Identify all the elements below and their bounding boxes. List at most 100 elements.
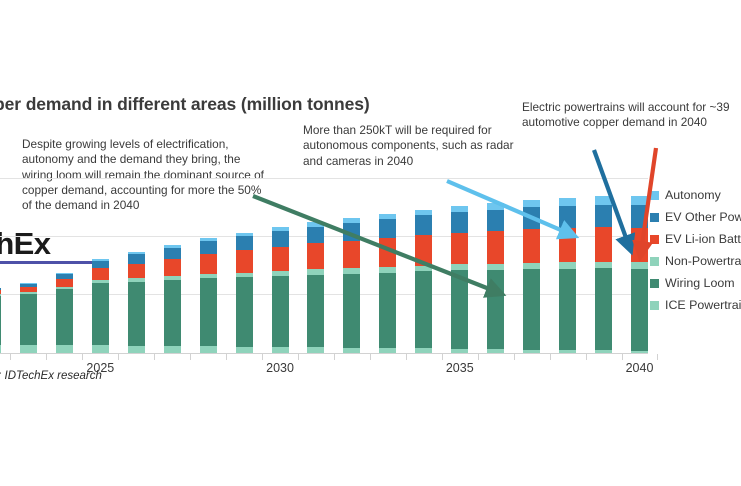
bar-segment — [487, 203, 505, 210]
logo-text: TechEx — [0, 226, 51, 261]
bar-segment — [630, 195, 648, 205]
bar-segment — [163, 247, 181, 259]
bar-segment — [415, 348, 433, 353]
bar-segment — [594, 268, 612, 351]
bar-segment — [415, 235, 433, 266]
legend-swatch-icon — [650, 278, 659, 288]
bar-segment — [0, 293, 1, 296]
bar-segment — [91, 258, 109, 261]
bar-segment — [487, 231, 505, 264]
legend-label: Autonomy — [665, 188, 721, 202]
bar-segment — [630, 262, 648, 270]
legend-item-autonomy[interactable]: Autonomy — [650, 188, 741, 202]
bar-2040 — [630, 195, 648, 353]
annotation-electric-line-1: Electric powertrains will account for ~3… — [522, 100, 730, 114]
bar-segment — [379, 218, 397, 238]
bar-segment — [451, 232, 469, 265]
bar-segment — [307, 347, 325, 353]
chart-legend: Autonomy EV Other Powertrain EV Li-ion Bat… — [650, 188, 741, 312]
bar-segment — [594, 261, 612, 269]
x-tick — [333, 354, 335, 360]
bar-segment — [630, 204, 648, 228]
x-tick — [262, 354, 264, 360]
legend-item-ice-powertrain[interactable]: ICE Powertrain — [650, 298, 741, 312]
bar-segment — [55, 345, 73, 353]
bar-segment — [91, 279, 109, 284]
legend-item-wiring-loom[interactable]: Wiring Loom — [650, 276, 741, 290]
bar-segment — [594, 227, 612, 262]
legend-label: EV Li-ion Battery — [665, 232, 741, 246]
bar-segment — [379, 237, 397, 267]
bar-2038 — [559, 198, 576, 353]
bar-segment — [127, 281, 145, 346]
bar-segment — [594, 196, 612, 205]
bar-segment — [343, 273, 361, 348]
bar-segment — [271, 347, 289, 353]
x-axis-label-2040: 2040 — [625, 361, 654, 375]
bar-segment — [451, 348, 469, 353]
bar-segment — [235, 236, 253, 251]
bar-segment — [199, 254, 217, 275]
bar-2034 — [415, 210, 433, 353]
bar-segment — [487, 209, 505, 232]
bar-segment — [55, 279, 73, 287]
bar-segment — [91, 268, 109, 280]
bar-2031 — [307, 222, 325, 353]
bar-segment — [91, 260, 109, 269]
legend-item-non-powertrain[interactable]: Non-Powertrain — [650, 254, 741, 268]
page-title: per demand in different areas (million t… — [0, 94, 370, 114]
x-tick — [298, 354, 300, 360]
bar-segment — [19, 284, 37, 288]
bar-group — [0, 178, 648, 353]
annotation-electric-line-2: automotive copper demand in 2040 — [522, 115, 707, 130]
x-tick — [549, 354, 551, 360]
bar-segment — [91, 345, 109, 353]
bar-segment — [0, 345, 1, 353]
bar-2025 — [91, 258, 109, 353]
bar-segment — [19, 294, 37, 346]
bar-segment — [235, 277, 253, 347]
bar-2033 — [379, 214, 397, 353]
bar-segment — [127, 278, 145, 282]
bar-segment — [55, 289, 73, 346]
bar-segment — [271, 246, 289, 271]
bar-2037 — [523, 200, 541, 353]
bar-segment — [55, 286, 73, 290]
bar-segment — [343, 240, 361, 269]
bar-segment — [199, 274, 217, 279]
bar-segment — [343, 347, 361, 353]
x-axis-label-2035: 2035 — [445, 361, 474, 375]
bar-segment — [235, 232, 253, 237]
source-note: ce: IDTechEx research — [0, 370, 102, 382]
legend-label: EV Other Powertrain — [665, 210, 741, 224]
legend-item-ev-li-ion-battery[interactable]: EV Li-ion Battery — [650, 232, 741, 246]
bar-segment — [235, 250, 253, 273]
bar-segment — [487, 269, 505, 350]
legend-swatch-icon — [650, 212, 659, 222]
bar-segment — [127, 251, 145, 255]
bar-segment — [523, 207, 541, 230]
bar-segment — [127, 263, 145, 279]
bar-segment — [523, 349, 541, 353]
bar-segment — [307, 226, 325, 244]
bar-segment — [559, 198, 576, 207]
x-tick — [369, 354, 371, 360]
bar-segment — [55, 272, 73, 275]
bar-segment — [0, 295, 1, 346]
bar-segment — [415, 271, 433, 349]
x-tick — [405, 354, 407, 360]
legend-item-ev-other-powertrain[interactable]: EV Other Powertrain — [650, 210, 741, 224]
bar-segment — [127, 345, 145, 353]
annotation-electric-powertrain: Electric powertrains will account for ~3… — [522, 100, 741, 131]
bar-segment — [235, 346, 253, 353]
x-tick — [477, 354, 479, 360]
bar-segment — [19, 292, 37, 295]
bar-segment — [451, 212, 469, 233]
x-tick — [10, 354, 12, 360]
bar-segment — [523, 262, 541, 269]
x-tick — [226, 354, 228, 360]
legend-swatch-icon — [650, 256, 659, 266]
bar-2023 — [19, 283, 37, 353]
legend-label: Wiring Loom — [665, 276, 735, 290]
